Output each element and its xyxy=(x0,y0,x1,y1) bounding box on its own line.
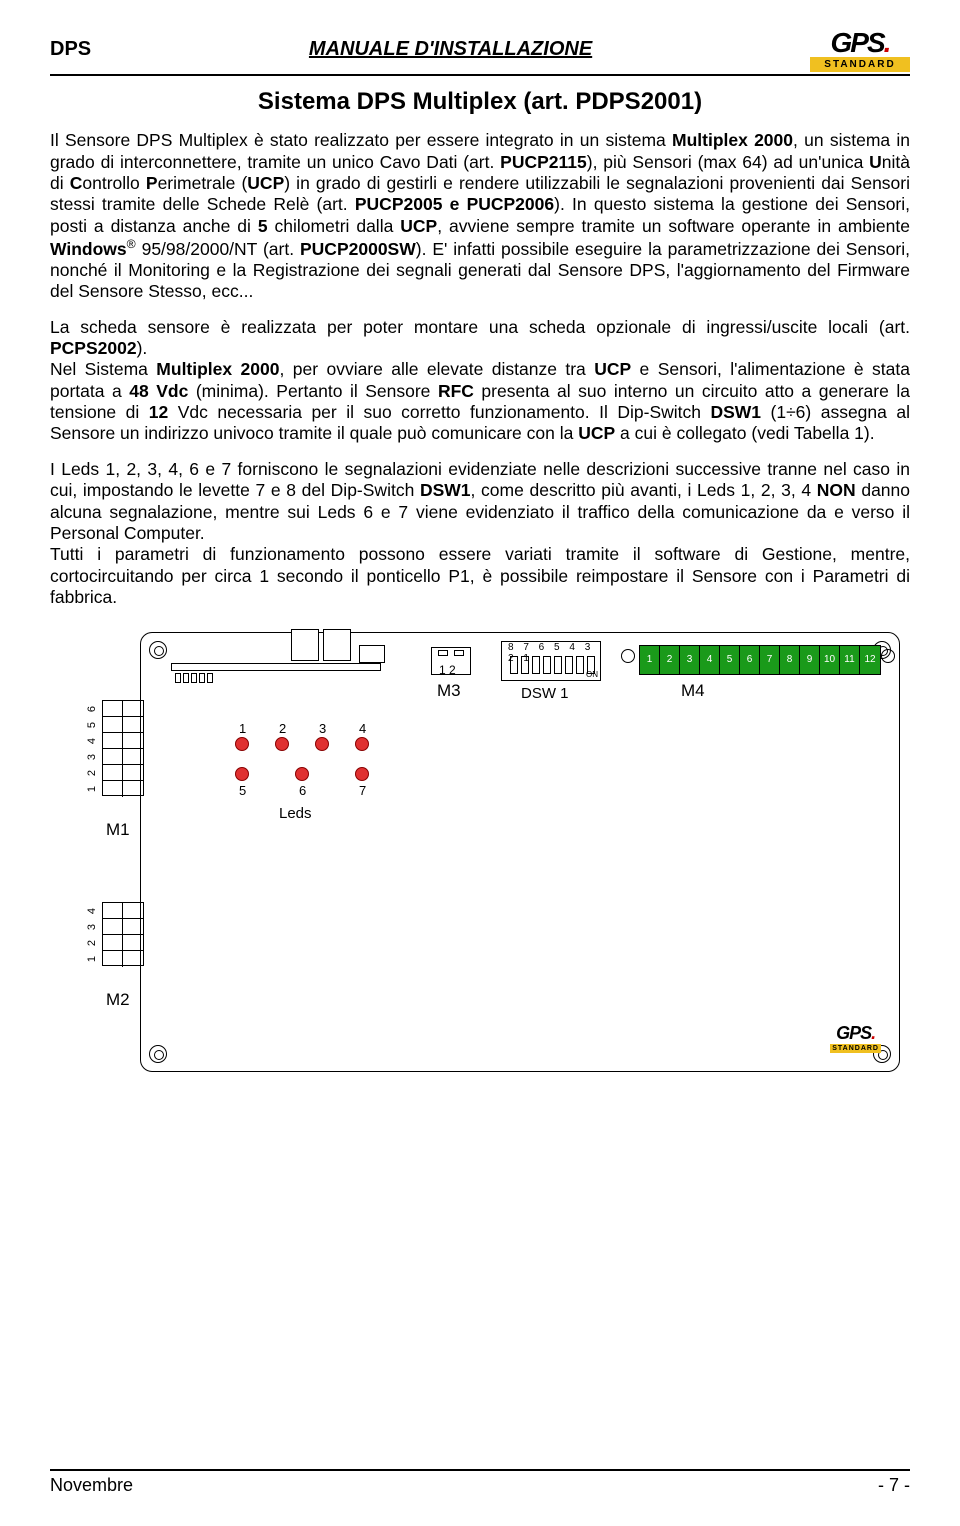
led-icon xyxy=(235,737,249,751)
paragraph-2: La scheda sensore è realizzata per poter… xyxy=(50,317,910,360)
dsw-label: DSW 1 xyxy=(521,685,569,702)
m1-label: M1 xyxy=(106,820,130,840)
section-title: Sistema DPS Multiplex (art. PDPS2001) xyxy=(50,88,910,116)
m3-label: M3 xyxy=(437,681,461,701)
connector-m1: 1 2 3 4 5 6 xyxy=(102,700,144,796)
led-number: 3 xyxy=(319,721,326,736)
led-number: 7 xyxy=(359,783,366,798)
gps-logo: GPS. STANDARD xyxy=(810,30,910,72)
header-strip xyxy=(171,663,381,671)
terminal-ear xyxy=(621,649,635,663)
led-number: 2 xyxy=(279,721,286,736)
dip-switch: 8 7 6 5 4 3 2 1 ON xyxy=(501,641,601,681)
led-icon xyxy=(355,737,369,751)
chip xyxy=(359,645,385,663)
pin-row xyxy=(175,673,213,683)
footer-page: - 7 - xyxy=(878,1475,910,1496)
header-dps: DPS xyxy=(50,30,91,61)
led-number: 5 xyxy=(239,783,246,798)
pcb-diagram: 1 2 M3 8 7 6 5 4 3 2 1 ON DSW 1 1 2 3 4 … xyxy=(50,622,910,1092)
page-footer: Novembre - 7 - xyxy=(50,1469,910,1496)
paragraph-4: I Leds 1, 2, 3, 4, 6 e 7 forniscono le s… xyxy=(50,459,910,544)
page-header: DPS MANUALE D'INSTALLAZIONE GPS. STANDAR… xyxy=(50,30,910,76)
paragraph-5: Tutti i parametri di funzionamento posso… xyxy=(50,544,910,608)
mount-hole xyxy=(149,1045,167,1063)
led-icon xyxy=(315,737,329,751)
chip xyxy=(291,629,319,661)
pcb-gps-logo: GPS. STANDARD xyxy=(830,1023,881,1053)
led-number: 1 xyxy=(239,721,246,736)
body-text: Il Sensore DPS Multiplex è stato realizz… xyxy=(50,130,910,608)
terminal-ear xyxy=(881,649,895,663)
led-number: 6 xyxy=(299,783,306,798)
chip xyxy=(323,629,351,661)
jumper-pins-label: 1 2 xyxy=(439,663,456,677)
m2-label: M2 xyxy=(106,990,130,1010)
paragraph-1: Il Sensore DPS Multiplex è stato realizz… xyxy=(50,130,910,303)
led-icon xyxy=(355,767,369,781)
leds-label: Leds xyxy=(279,805,312,822)
mount-hole xyxy=(149,641,167,659)
m4-label: M4 xyxy=(681,681,705,701)
paragraph-3: Nel Sistema Multiplex 2000, per ovviare … xyxy=(50,359,910,444)
terminal-m4: 1 2 3 4 5 6 7 8 9 10 11 12 xyxy=(639,645,881,675)
connector-m2: 1 2 3 4 xyxy=(102,902,144,966)
on-label: ON xyxy=(586,670,598,679)
led-icon xyxy=(295,767,309,781)
led-number: 4 xyxy=(359,721,366,736)
pcb-outline: 1 2 M3 8 7 6 5 4 3 2 1 ON DSW 1 1 2 3 4 … xyxy=(140,632,900,1072)
footer-date: Novembre xyxy=(50,1475,133,1496)
led-icon xyxy=(235,767,249,781)
header-title: MANUALE D'INSTALLAZIONE xyxy=(309,30,592,61)
led-icon xyxy=(275,737,289,751)
